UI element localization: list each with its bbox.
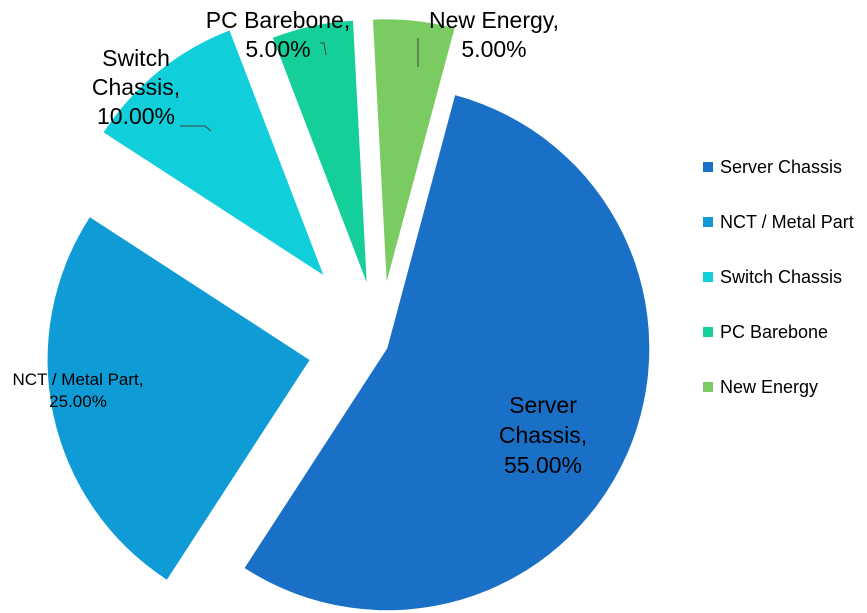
legend-label: New Energy (720, 377, 819, 397)
data-label-pc-barebone: PC Barebone, 5.00% (206, 7, 350, 62)
leader-line-switch-chassis (180, 125, 212, 132)
data-labels: Server Chassis, 55.00% NCT / Metal Part, 25.… (13, 7, 588, 478)
legend-label: NCT / Metal Part (720, 212, 854, 232)
pie-slice-pc-barebone (272, 20, 367, 283)
legend-item-new-energy: New Energy (703, 375, 818, 399)
data-label-new-energy: New Energy, 5.00% (429, 7, 559, 62)
leader-line-pc-barebone (320, 42, 327, 56)
legend-label: Server Chassis (720, 157, 843, 177)
data-label-server-chassis: Server Chassis, 55.00% (499, 392, 587, 478)
legend-label: PC Barebone (720, 322, 829, 342)
legend-item-nct-metal-part: NCT / Metal Part (703, 210, 854, 234)
legend-label: Switch Chassis (720, 267, 843, 287)
pie-slices (47, 19, 650, 611)
legend-swatch (703, 162, 713, 172)
pie-slice-new-energy (372, 19, 455, 282)
data-label-switch-chassis: Switch Chassis, 10.00% (92, 45, 180, 129)
pie-slice-server-chassis (244, 95, 650, 611)
legend-swatch (703, 217, 713, 227)
legend-item-server-chassis: Server Chassis (703, 155, 842, 179)
legend-item-pc-barebone: PC Barebone (703, 320, 828, 344)
legend-swatch (703, 327, 713, 337)
legend-swatch (703, 272, 713, 282)
legend-item-switch-chassis: Switch Chassis (703, 265, 842, 289)
pie-slice-nct-metal-part (47, 217, 310, 580)
legend-swatch (703, 382, 713, 392)
pie-slice-switch-chassis (103, 30, 324, 276)
data-label-nct-metal-part: NCT / Metal Part, 25.00% (13, 370, 144, 411)
leader-lines (180, 38, 419, 132)
